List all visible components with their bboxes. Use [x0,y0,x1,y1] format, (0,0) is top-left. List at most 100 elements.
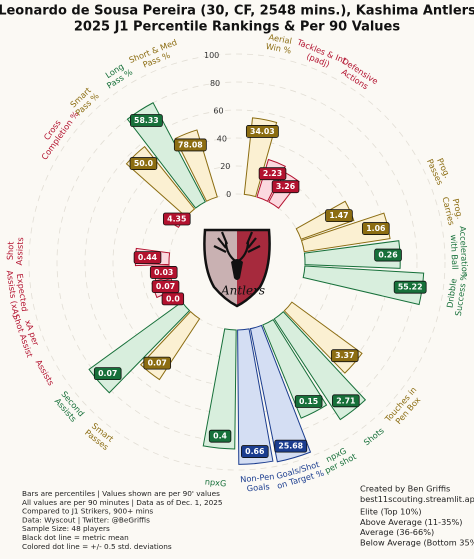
note-line: Sample Size: 48 players [22,524,110,533]
metric-label-line: Prog. [451,197,466,220]
value-box [258,167,287,181]
notes: Bars are percentiles | Values shown are … [22,489,223,551]
metric-label-line: Win % [265,41,292,56]
grid-ring [28,53,446,471]
logo-text: Antlers [220,284,265,298]
value-label: 55.22 [398,283,423,292]
value-label: 0.4 [213,432,227,441]
value-box [133,251,162,264]
value-label: 2.71 [336,396,355,405]
value-box [271,180,300,194]
value-label: 0.44 [138,253,158,262]
metric-label-line: npxG [204,476,226,488]
percentile-bar [262,318,328,419]
logo-outline [203,228,271,308]
value-label: 4.35 [167,214,186,223]
percentile-bar [126,102,206,209]
value-boxes: 34.03 2.23 3.26 1.47 1.06 0.26 55.22 3.37 2.71 0.… [93,114,427,458]
credit-line: Created by Ben Griffis [360,484,450,494]
note-line: Compared to J1 Strikers, 900+ mins [22,507,153,516]
r-tick-label: 40 [217,134,227,143]
legend-entry: Below Average (Bottom 35%) [360,537,474,547]
percentile-bar [273,311,367,421]
logo-right [237,230,270,306]
credit-line: best11scouting.streamlit.app [360,494,474,504]
value-label: 3.37 [335,351,354,360]
value-label: 0.07 [98,369,117,378]
value-label: 58.33 [134,116,159,125]
value-label: 1.47 [329,211,348,220]
metric-label-line: Goals [246,481,270,493]
metric-label-line: Dribble [444,278,458,309]
value-box [245,125,279,138]
club-logo: Antlers [203,228,271,308]
value-label: 0.07 [156,282,175,291]
value-label: 3.26 [276,182,295,191]
value-box [274,439,308,453]
value-label: 0.66 [245,447,264,456]
value-box [362,222,390,235]
value-box [93,367,122,381]
metric-label: npxG [204,476,226,488]
metric-label-line: with Ball [449,234,461,270]
metric-label-line: Assists [14,237,25,266]
value-label: 78.08 [178,140,203,149]
r-tick-label: 60 [213,107,223,116]
note-line: Colored dot line = +/- 0.5 std. deviatio… [22,542,172,551]
chart-title: Leonardo de Sousa Pereira (30, CF, 2548 … [0,4,474,19]
value-label: 1.06 [366,224,385,233]
r-tick-label: 20 [220,162,230,171]
value-box [149,266,178,279]
r-tick-label: 80 [210,79,220,88]
value-label: 0.26 [378,251,397,260]
value-box [173,138,207,152]
r-tick-label: 100 [204,51,219,60]
value-label: 2.23 [263,169,282,178]
logo-antlers [213,231,261,263]
value-box [162,212,191,226]
value-label: 25.68 [278,442,303,451]
value-label: 0.03 [154,268,173,277]
value-label: 0.15 [299,397,318,406]
metric-label-line: Non-Pen [240,471,275,484]
value-box [393,280,427,294]
logo-left [204,230,237,306]
value-label: 50.0 [134,159,154,168]
value-box [374,248,402,262]
percentile-bar [249,324,312,463]
value-box [332,394,360,408]
value-box [129,157,158,170]
r-ticks: 0 20 40 60 80 100 [204,51,231,199]
value-box [143,356,172,370]
percentile-bar [202,328,237,450]
grid-ring [56,81,418,443]
legend-entry: Average (36-66%) [360,527,434,537]
chart-subtitle: 2025 J1 Percentile Rankings & Per 90 Val… [74,20,400,35]
value-box [129,114,163,127]
value-box [208,429,232,443]
credits: Created by Ben Griffisbest11scouting.str… [360,484,474,548]
note-line: Black dot line = metric mean [22,533,129,542]
legend-entry: Elite (Top 10%) [360,507,422,517]
legend-entry: Above Average (11-35%) [360,517,462,527]
value-box [330,349,359,363]
value-box [294,395,323,408]
percentile-bar [237,328,274,465]
wedges [88,102,425,465]
value-box [325,209,353,223]
r-tick-label: 0 [226,190,231,199]
value-box [240,445,269,458]
value-label: 34.03 [250,127,275,136]
metric-label-line: Acceleration [458,226,470,277]
logo-head [231,259,243,280]
value-box [151,280,180,294]
percentile-bar [302,265,425,306]
value-label: 0.0 [166,294,180,303]
note-line: Bars are percentiles | Values shown are … [22,489,220,498]
note-line: All values are per 90 minutes | Data as … [22,498,223,507]
value-label: 0.07 [148,359,167,368]
